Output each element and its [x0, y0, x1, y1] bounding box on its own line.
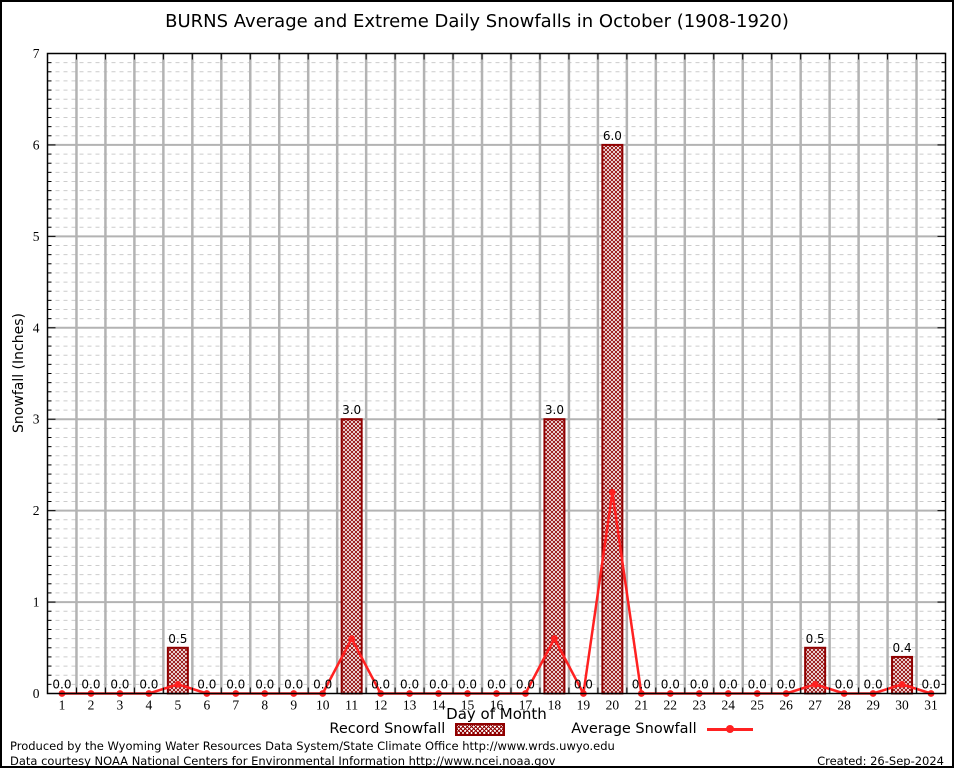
svg-text:21: 21 [635, 698, 649, 713]
svg-text:2: 2 [33, 503, 40, 518]
svg-text:22: 22 [664, 698, 678, 713]
svg-text:7: 7 [232, 698, 239, 713]
svg-text:0.0: 0.0 [81, 678, 100, 692]
svg-text:15: 15 [461, 698, 475, 713]
svg-text:0: 0 [33, 686, 40, 701]
x-axis-label: Day of Month [446, 705, 547, 723]
svg-text:16: 16 [490, 698, 504, 713]
svg-text:0.0: 0.0 [632, 678, 651, 692]
svg-text:4: 4 [146, 698, 153, 713]
record-bar-day-20 [601, 143, 624, 695]
svg-text:1: 1 [59, 698, 66, 713]
svg-text:30: 30 [895, 698, 909, 713]
svg-text:12: 12 [374, 698, 388, 713]
svg-text:0.0: 0.0 [371, 678, 390, 692]
svg-text:6.0: 6.0 [603, 129, 622, 143]
legend-average-label: Average Snowfall [571, 721, 697, 737]
y-ticks [47, 53, 946, 694]
svg-text:18: 18 [548, 698, 562, 713]
svg-text:27: 27 [808, 698, 822, 713]
svg-text:9: 9 [290, 698, 297, 713]
svg-text:0.0: 0.0 [719, 678, 738, 692]
grid-major-horizontal [47, 143, 946, 604]
legend-item-average: Average Snowfall [571, 721, 753, 737]
record-bar-day-30 [891, 655, 914, 695]
svg-text:0.0: 0.0 [864, 678, 883, 692]
svg-text:0.0: 0.0 [284, 678, 303, 692]
svg-text:11: 11 [345, 698, 358, 713]
svg-text:3: 3 [117, 698, 124, 713]
legend-record-label: Record Snowfall [329, 721, 446, 737]
grid-minor [47, 62, 946, 685]
svg-text:0.0: 0.0 [255, 678, 274, 692]
svg-text:6: 6 [203, 698, 210, 713]
svg-text:10: 10 [316, 698, 330, 713]
svg-text:8: 8 [261, 698, 268, 713]
x-tick-labels: 1 2 3 4 5 6 7 8 9 10 11 12 13 14 15 16 17 18 19 20 21 22 23 24 2… [59, 698, 938, 713]
svg-text:3.0: 3.0 [545, 403, 564, 417]
svg-text:25: 25 [750, 698, 764, 713]
chart-plot-area: 0.0 0.0 0.0 0.0 0.5 0.0 0.0 0.0 0.0 0.0 3.0 0.0 0.0 0… [33, 46, 947, 713]
svg-text:3.0: 3.0 [342, 403, 361, 417]
svg-text:0.0: 0.0 [690, 678, 709, 692]
svg-text:6: 6 [33, 137, 40, 152]
svg-text:0.0: 0.0 [139, 678, 158, 692]
svg-text:0.0: 0.0 [429, 678, 448, 692]
svg-text:0.0: 0.0 [516, 678, 535, 692]
y-tick-labels: 0 1 2 3 4 5 6 7 [33, 46, 40, 701]
grid-major-vertical [75, 53, 918, 694]
bar-value-labels: 0.0 0.0 0.0 0.0 0.5 0.0 0.0 0.0 0.0 0.0 3.0 0.0 0.0 0… [52, 129, 940, 692]
chart-title: BURNS Average and Extreme Daily Snowfall… [165, 11, 789, 32]
svg-text:19: 19 [577, 698, 591, 713]
legend-item-record: Record Snowfall [329, 721, 506, 737]
x-ticks [47, 53, 946, 694]
svg-text:13: 13 [403, 698, 417, 713]
svg-text:29: 29 [866, 698, 880, 713]
svg-text:0.0: 0.0 [197, 678, 216, 692]
svg-text:20: 20 [606, 698, 620, 713]
svg-text:0.0: 0.0 [487, 678, 506, 692]
svg-text:0.0: 0.0 [574, 678, 593, 692]
svg-text:2: 2 [88, 698, 95, 713]
svg-text:0.0: 0.0 [661, 678, 680, 692]
svg-text:0.0: 0.0 [458, 678, 477, 692]
svg-text:1: 1 [33, 595, 40, 610]
svg-text:14: 14 [432, 698, 446, 713]
footer-courtesy-text: Data courtesy NOAA National Centers for … [10, 754, 556, 768]
svg-text:26: 26 [779, 698, 793, 713]
svg-text:23: 23 [693, 698, 707, 713]
record-snowfall-swatch-icon [455, 722, 506, 736]
svg-text:0.0: 0.0 [313, 678, 332, 692]
svg-text:0.5: 0.5 [168, 632, 187, 646]
legend: Record Snowfall Average Snowfall [64, 720, 952, 738]
svg-text:17: 17 [519, 698, 533, 713]
svg-text:0.0: 0.0 [400, 678, 419, 692]
svg-text:7: 7 [33, 46, 40, 61]
svg-text:3: 3 [33, 412, 40, 427]
svg-text:0.4: 0.4 [893, 641, 912, 655]
record-snowfall-bars [166, 143, 914, 695]
svg-text:0.0: 0.0 [110, 678, 129, 692]
footer-producer-text: Produced by the Wyoming Water Resources … [10, 739, 615, 753]
svg-text:0.0: 0.0 [921, 678, 940, 692]
svg-text:24: 24 [721, 698, 735, 713]
svg-text:0.0: 0.0 [835, 678, 854, 692]
svg-text:0.0: 0.0 [52, 678, 71, 692]
svg-text:4: 4 [33, 320, 40, 335]
svg-text:0.5: 0.5 [806, 632, 825, 646]
average-snowfall-line-icon [706, 725, 753, 733]
svg-text:5: 5 [33, 229, 40, 244]
created-date-stamp: Created: 26-Sep-2024 [817, 754, 944, 768]
svg-text:31: 31 [924, 698, 938, 713]
svg-text:0.0: 0.0 [226, 678, 245, 692]
svg-text:28: 28 [837, 698, 851, 713]
svg-text:5: 5 [174, 698, 181, 713]
svg-text:0.0: 0.0 [748, 678, 767, 692]
svg-text:0.0: 0.0 [777, 678, 796, 692]
